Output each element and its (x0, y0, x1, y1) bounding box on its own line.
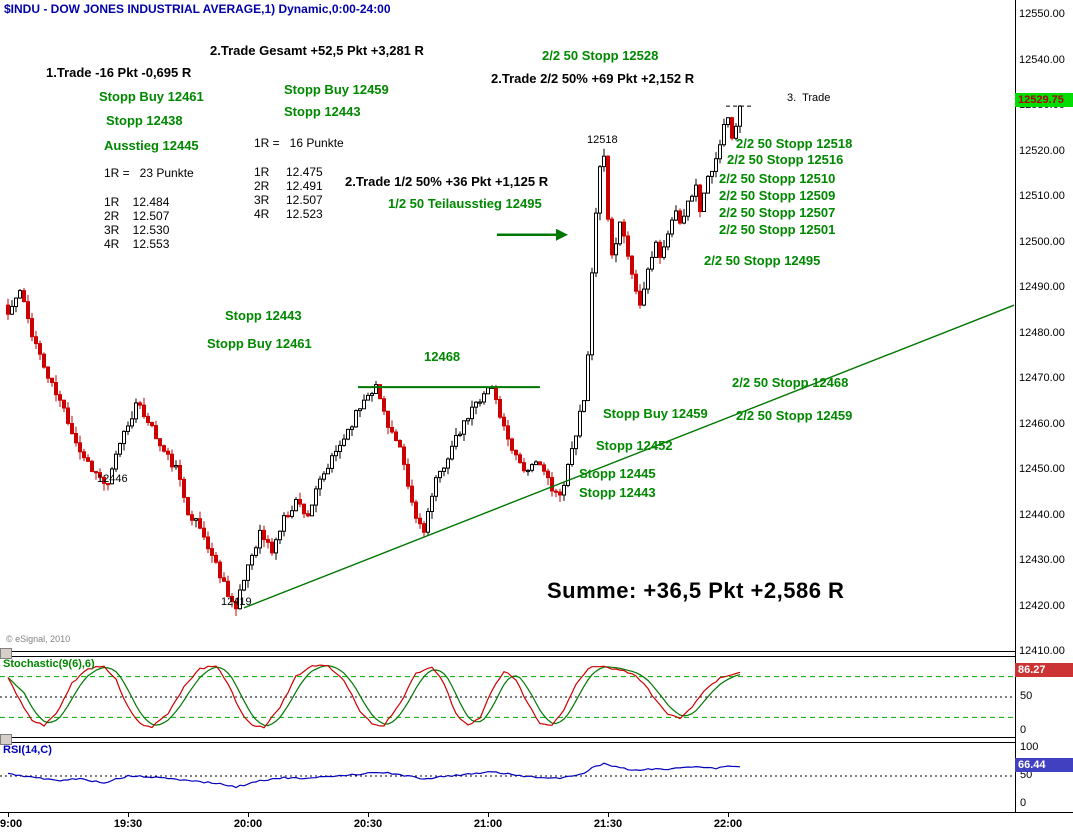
price-axis-label: 12540.00 (1019, 53, 1065, 66)
time-axis-tick (608, 813, 609, 817)
time-axis-label: 20:00 (233, 818, 263, 830)
indicator-axis-label: 0 (1020, 797, 1027, 809)
time-axis-label: 20:30 (353, 818, 383, 830)
time-axis-label: 19:30 (113, 818, 143, 830)
price-axis-label: 12520.00 (1019, 144, 1065, 157)
price-axis-label: 12470.00 (1019, 372, 1065, 384)
price-axis-label: 12440.00 (1019, 508, 1065, 521)
price-axis-label: 12510.00 (1019, 190, 1065, 202)
time-axis-label: 21:00 (473, 818, 503, 830)
rsi-value-badge: 66.44 (1015, 757, 1073, 772)
price-axis-label: 12460.00 (1019, 417, 1065, 430)
indicator-axis-label: 50 (1020, 769, 1033, 781)
last-price-badge: 12529.75 (1015, 93, 1073, 108)
time-axis-label: 21:30 (593, 818, 623, 830)
time-axis-tick (128, 813, 129, 817)
time-axis-tick (368, 813, 369, 817)
main-chart-panel[interactable]: $INDU - DOW JONES INDUSTRIAL AVERAGE,1) … (0, 0, 1015, 652)
stochastic-panel[interactable]: Stochastic(9(6),6) (0, 656, 1015, 738)
rsi-chart[interactable] (0, 744, 1015, 813)
price-axis-label: 12490.00 (1019, 281, 1065, 293)
price-axis-label: 12480.00 (1019, 326, 1065, 339)
time-axis-tick (728, 813, 729, 817)
axis-divider (1015, 0, 1016, 813)
price-axis-label: 12430.00 (1019, 554, 1065, 566)
time-axis-tick (248, 813, 249, 817)
indicator-axis-label: 0 (1020, 724, 1027, 736)
rsi-panel[interactable]: RSI(14,C) (0, 742, 1015, 813)
time-axis-tick (488, 813, 489, 817)
rsi-label: RSI(14,C) (3, 744, 52, 756)
price-axis[interactable]: 12550.0012540.0012530.0012520.0012510.00… (1016, 0, 1073, 813)
price-axis-label: 12550.00 (1019, 8, 1065, 20)
time-axis[interactable]: 19:00 19:30 20:00 20:30 21:00 21:30 22:00 (0, 812, 1073, 835)
candlestick-chart[interactable] (0, 0, 1015, 651)
time-axis-tick (8, 813, 9, 817)
indicator-axis-label: 100 (1020, 741, 1039, 753)
panel-splitter-handle[interactable] (0, 734, 12, 745)
price-axis-label: 12500.00 (1019, 235, 1065, 248)
indicator-axis-label: 50 (1020, 690, 1033, 702)
time-axis-label: 19:00 (0, 818, 23, 830)
stochastic-value-badge: 86.27 (1015, 663, 1073, 678)
price-axis-label: 12450.00 (1019, 463, 1065, 475)
panel-splitter-handle[interactable] (0, 648, 12, 659)
time-axis-label: 22:00 (713, 818, 743, 830)
price-axis-label: 12420.00 (1019, 599, 1065, 612)
price-axis-label: 12410.00 (1019, 645, 1065, 657)
stochastic-label: Stochastic(9(6),6) (3, 658, 95, 670)
stochastic-chart[interactable] (0, 658, 1015, 738)
chart-title: $INDU - DOW JONES INDUSTRIAL AVERAGE,1) … (4, 2, 391, 16)
